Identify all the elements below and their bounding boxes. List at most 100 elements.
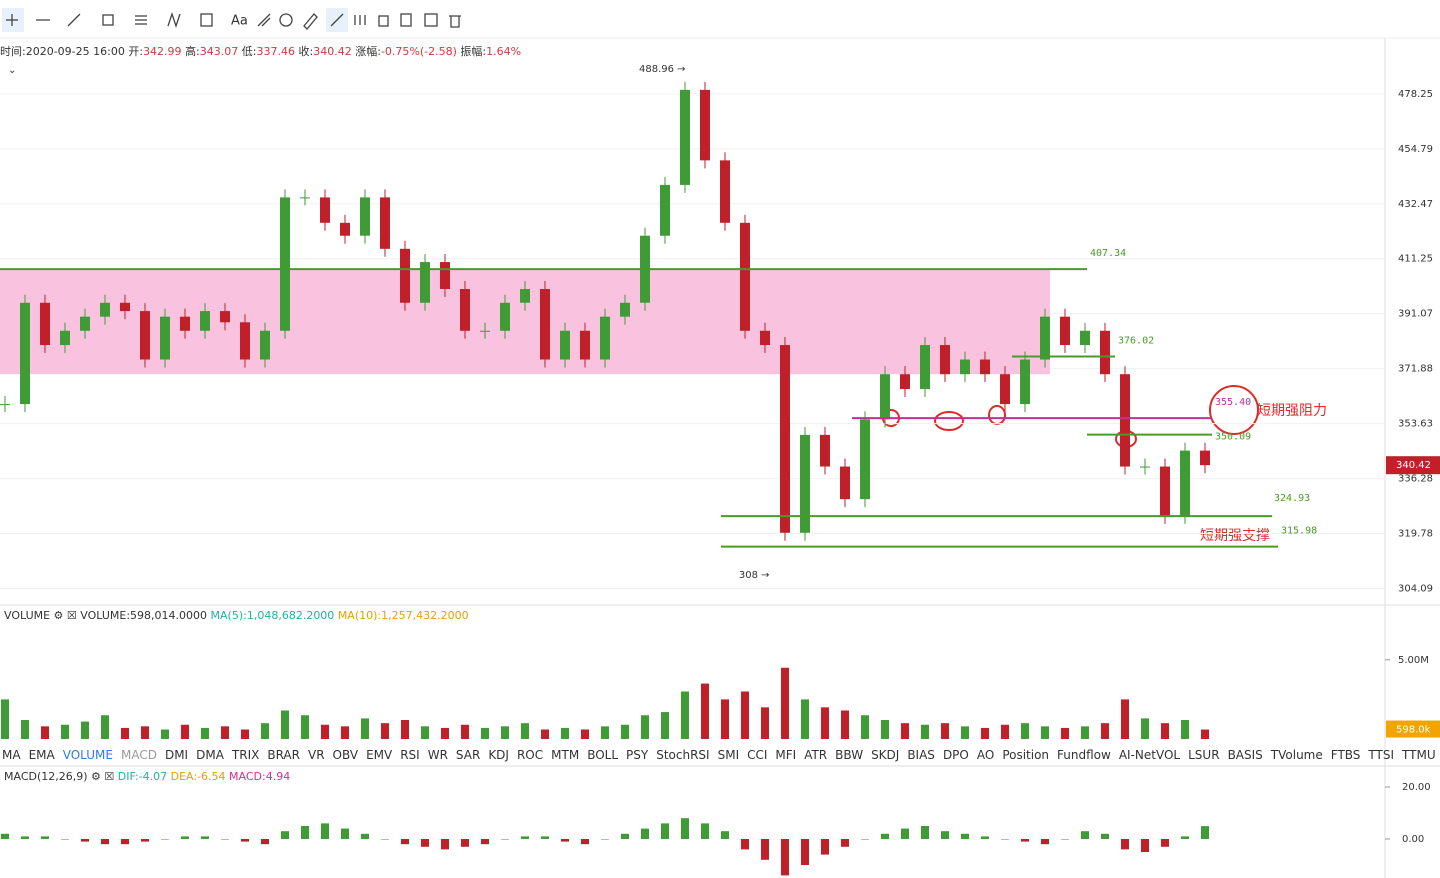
indicator-tab[interactable]: SMI <box>717 748 740 762</box>
price-tag-label: 340.42 <box>1396 460 1431 471</box>
eraser-tool[interactable] <box>303 13 318 30</box>
y-tick-label: 478.25 <box>1398 89 1433 100</box>
indicator-tab[interactable]: BOLL <box>587 748 619 762</box>
candle <box>1000 374 1010 405</box>
text-tool[interactable]: Aa <box>231 14 248 29</box>
indicator-tab[interactable]: SAR <box>455 748 481 762</box>
volume-bar <box>381 723 389 739</box>
indicator-tab[interactable]: MACD <box>120 748 157 762</box>
volume-bar <box>141 726 149 739</box>
macd-bar <box>1121 838 1129 850</box>
amplitude: 1.64% <box>486 44 522 58</box>
copy-tool[interactable] <box>400 13 412 27</box>
candle <box>920 345 930 390</box>
indicator-tab[interactable]: StochRSI <box>656 748 710 762</box>
dea: DEA:-6.54 <box>170 770 226 783</box>
y-tick-label: 336.28 <box>1398 474 1433 485</box>
indicator-tab[interactable]: VR <box>307 748 325 762</box>
indicator-tab[interactable]: DMI <box>164 748 189 762</box>
indicator-tab[interactable]: TRIX <box>231 748 260 762</box>
delete-tool[interactable] <box>449 15 461 28</box>
volume-bar <box>101 715 109 739</box>
indicator-tab[interactable]: LSUR <box>1188 748 1220 762</box>
indicator-tab[interactable]: FTBS <box>1330 748 1361 762</box>
indicator-tab[interactable]: Fundflow <box>1057 748 1111 762</box>
indicator-tab[interactable]: EMA <box>28 748 55 762</box>
trend-line-tool[interactable] <box>67 13 81 27</box>
indicator-tab[interactable]: MFI <box>775 748 797 762</box>
indicator-tab[interactable]: AI-NetVOL <box>1118 748 1181 762</box>
volume-bar <box>881 720 889 739</box>
indicator-tab[interactable]: AO <box>976 748 995 762</box>
candle <box>940 345 950 375</box>
volume-bar <box>81 721 89 739</box>
level-label: 376.02 <box>1118 336 1154 347</box>
indicator-tab[interactable]: Position <box>1002 748 1050 762</box>
indicator-tab[interactable]: RSI <box>400 748 420 762</box>
indicator-tab[interactable]: TTSI <box>1368 748 1395 762</box>
macd-bar <box>881 833 889 839</box>
indicator-tab[interactable]: BBW <box>835 748 864 762</box>
indicator-tab[interactable]: ROC <box>516 748 544 762</box>
macd-bar <box>1101 833 1109 839</box>
volume-bar <box>701 683 709 739</box>
indicator-tab[interactable]: OBV <box>332 748 359 762</box>
candle <box>700 89 710 161</box>
macd-bar <box>341 828 349 839</box>
candle <box>880 374 890 420</box>
indicator-tab[interactable]: BASIS <box>1227 748 1263 762</box>
volume-bar <box>461 724 469 739</box>
candle <box>580 330 590 360</box>
collapse[interactable]: ⌄ <box>8 65 16 76</box>
candle <box>520 289 530 303</box>
lock-tool[interactable] <box>378 15 389 27</box>
indicator-tab[interactable]: ATR <box>804 748 828 762</box>
volume-bar <box>981 727 989 739</box>
macd-bar <box>741 838 749 850</box>
candle <box>740 222 750 331</box>
macd-bar <box>861 838 869 840</box>
indicator-tab[interactable]: CCI <box>747 748 768 762</box>
volume-bar <box>661 712 669 739</box>
indicator-tab[interactable]: KDJ <box>488 748 509 762</box>
macd-bar <box>1 833 9 839</box>
indicator-tab[interactable]: MTM <box>551 748 580 762</box>
macd-bar <box>421 838 429 847</box>
indicator-tab[interactable]: PSY <box>626 748 649 762</box>
indicator-tab[interactable]: MA <box>2 748 21 762</box>
measure-tool[interactable] <box>200 13 213 27</box>
volume-bar <box>1201 729 1209 739</box>
indicator-tab[interactable]: WR <box>427 748 448 762</box>
candle <box>560 330 570 360</box>
candles-tool[interactable] <box>354 15 366 25</box>
magnet-tool[interactable] <box>279 13 293 27</box>
screenshot-tool[interactable] <box>424 13 438 27</box>
volume-bar <box>441 727 449 739</box>
macd-bar <box>321 823 329 839</box>
indicator-tab[interactable]: DMA <box>196 748 224 762</box>
candle <box>780 345 790 533</box>
indicator-tab[interactable]: BRAR <box>267 748 300 762</box>
y-tick-label: 432.47 <box>1398 199 1433 210</box>
macd-bar <box>921 825 929 839</box>
indicator-tab[interactable]: VOLUME <box>62 748 113 762</box>
macd-bar <box>781 838 789 876</box>
wave-tool[interactable] <box>167 11 181 29</box>
toolbar: Aa <box>0 8 1440 39</box>
volume-bar <box>621 724 629 739</box>
indicator-tab[interactable]: BIAS <box>907 748 935 762</box>
macd-bar <box>281 831 289 839</box>
rect-tool[interactable] <box>102 14 114 26</box>
indicator-tab[interactable]: DPO <box>942 748 969 762</box>
volume-bar <box>541 729 549 739</box>
volume-bar <box>841 710 849 739</box>
label: 收: <box>298 45 314 58</box>
candle <box>420 262 430 303</box>
indicator-tab[interactable]: TVolume <box>1270 748 1323 762</box>
indicator-tab[interactable]: EMV <box>366 748 393 762</box>
brush-tool[interactable] <box>257 13 271 27</box>
indicator-tab[interactable]: SKDJ <box>871 748 900 762</box>
indicator-tab[interactable]: TTMU <box>1402 748 1436 762</box>
macd-bar <box>1141 838 1149 852</box>
